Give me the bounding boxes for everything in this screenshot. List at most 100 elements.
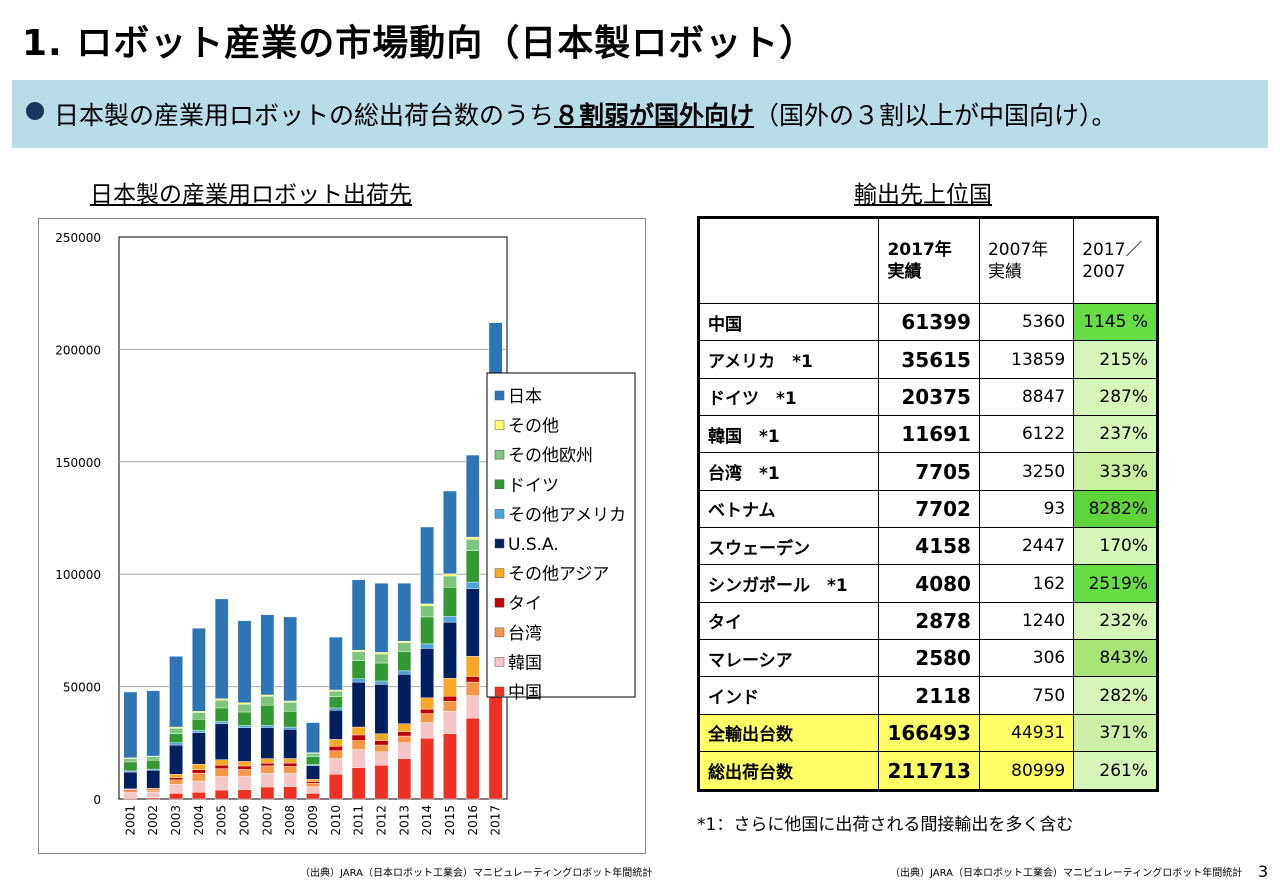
value-2007-cell: 162 [978,564,1075,603]
ratio-cell: 1145 % [1073,303,1158,342]
bar-segment [192,712,206,720]
bar-segment [374,684,389,735]
value-2017-cell: 11691 [878,415,980,454]
ratio-cell: 232% [1073,601,1158,641]
bar-segment [374,751,389,766]
page-number: 3 [1258,862,1269,881]
source-left: （出典）JARA（日本ロボット工業会）マニピュレーティングロボット年間統計 [300,868,653,879]
legend-swatch [494,420,505,430]
bar-segment [237,702,252,705]
bar-segment [146,770,161,789]
ratio-cell: 237% [1073,415,1158,454]
bar-segment [443,733,457,800]
country-cell: アメリカ *1 [697,340,880,379]
bar-segment [397,651,412,672]
bar-segment [260,694,275,697]
legend-swatch [494,686,505,697]
summary-banner: 日本製の産業用ロボットの総出荷台数のうち８割弱が国外向け（国外の３割以上が中国向… [12,80,1268,148]
bar-segment [260,705,275,726]
country-cell: 全輸出台数 [697,713,880,753]
bar-segment [306,756,320,765]
legend-swatch [494,479,505,490]
bar-segment [397,642,412,652]
bar-segment [192,769,206,774]
bar-segment [420,605,434,618]
bar-segment [237,620,252,703]
bar-segment [123,758,138,763]
x-tick-label: 2017 [489,805,503,836]
bar-segment [351,726,366,736]
bar-segment [237,765,252,770]
bar-segment [465,656,480,677]
bar-segment [329,758,343,775]
ratio-cell: 2519% [1073,564,1158,603]
table-title: 輸出先上位国 [854,182,992,208]
legend-label: 韓国 [508,653,542,673]
bar-segment [351,740,366,750]
bar-segment [351,734,366,741]
table-row: ベトナム 7702 93 8282% [697,489,1158,529]
bar-segment [283,786,297,800]
total-row: 全輸出台数 166493 44931 371% [697,713,1158,753]
bar-segment [351,749,366,768]
bar-segment [397,670,412,675]
value-2017-cell: 4080 [878,564,980,603]
bar-segment [329,745,343,751]
legend-label: ドイツ [508,476,559,496]
ratio-cell: 333% [1073,452,1158,491]
bar-segment [123,771,138,790]
bullet-icon [26,102,44,120]
bar-segment [351,681,366,728]
bar-segment [465,550,480,583]
header-cell: 2017年 実績 [878,216,980,305]
bar-segment [420,643,434,649]
bar-segment [237,727,252,762]
x-tick-label: 2013 [397,805,411,836]
bar-segment [397,723,412,732]
value-2007-cell: 750 [978,676,1075,715]
country-cell: 総出荷台数 [697,751,880,791]
table-row: ドイツ *1 20375 8847 287% [697,377,1158,417]
bar-segment [192,763,206,770]
country-cell: インド [697,676,880,715]
ratio-cell: 287% [1073,377,1158,417]
bar-segment [329,636,343,691]
country-cell: 韓国 *1 [697,415,880,454]
bar-segment [214,598,229,699]
bar-segment [465,695,480,719]
bar-segment [283,729,297,759]
bar-segment [260,696,275,706]
bar-segment [192,772,206,782]
bar-segment [214,768,229,777]
bar-segment [443,678,457,697]
bar-segment [214,721,229,724]
export-ranking-table: 2017年 実績 2007年 実績 2017／ 2007 中国 61399 5360… [697,216,1159,792]
ratio-cell: 215% [1073,340,1158,379]
bar-segment [214,723,229,760]
bar-segment [397,674,412,724]
bar-segment [351,660,366,679]
ratio-cell: 282% [1073,676,1158,715]
value-2017-cell: 211713 [878,751,980,791]
bar-segment [123,761,138,772]
bar-segment [465,454,480,538]
bar-segment [443,621,457,679]
x-tick-label: 2008 [283,805,297,836]
bar-segment [260,762,275,767]
bar-segment [283,616,297,702]
x-tick-label: 2002 [146,805,160,836]
header-cell: 2007年 実績 [978,216,1075,305]
bar-segment [420,603,434,606]
legend-label: タイ [508,594,542,614]
y-tick-label: 250000 [55,231,101,245]
table-row: インド 2118 750 282% [697,676,1158,715]
bar-segment [260,727,275,759]
bar-segment [351,678,366,683]
bar-segment [397,640,412,643]
bar-segment [260,765,275,774]
bar-segment [374,765,389,800]
bar-segment [237,769,252,777]
x-tick-label: 2015 [443,805,457,836]
x-tick-label: 2001 [123,805,137,836]
value-2007-cell: 44931 [978,713,1075,753]
